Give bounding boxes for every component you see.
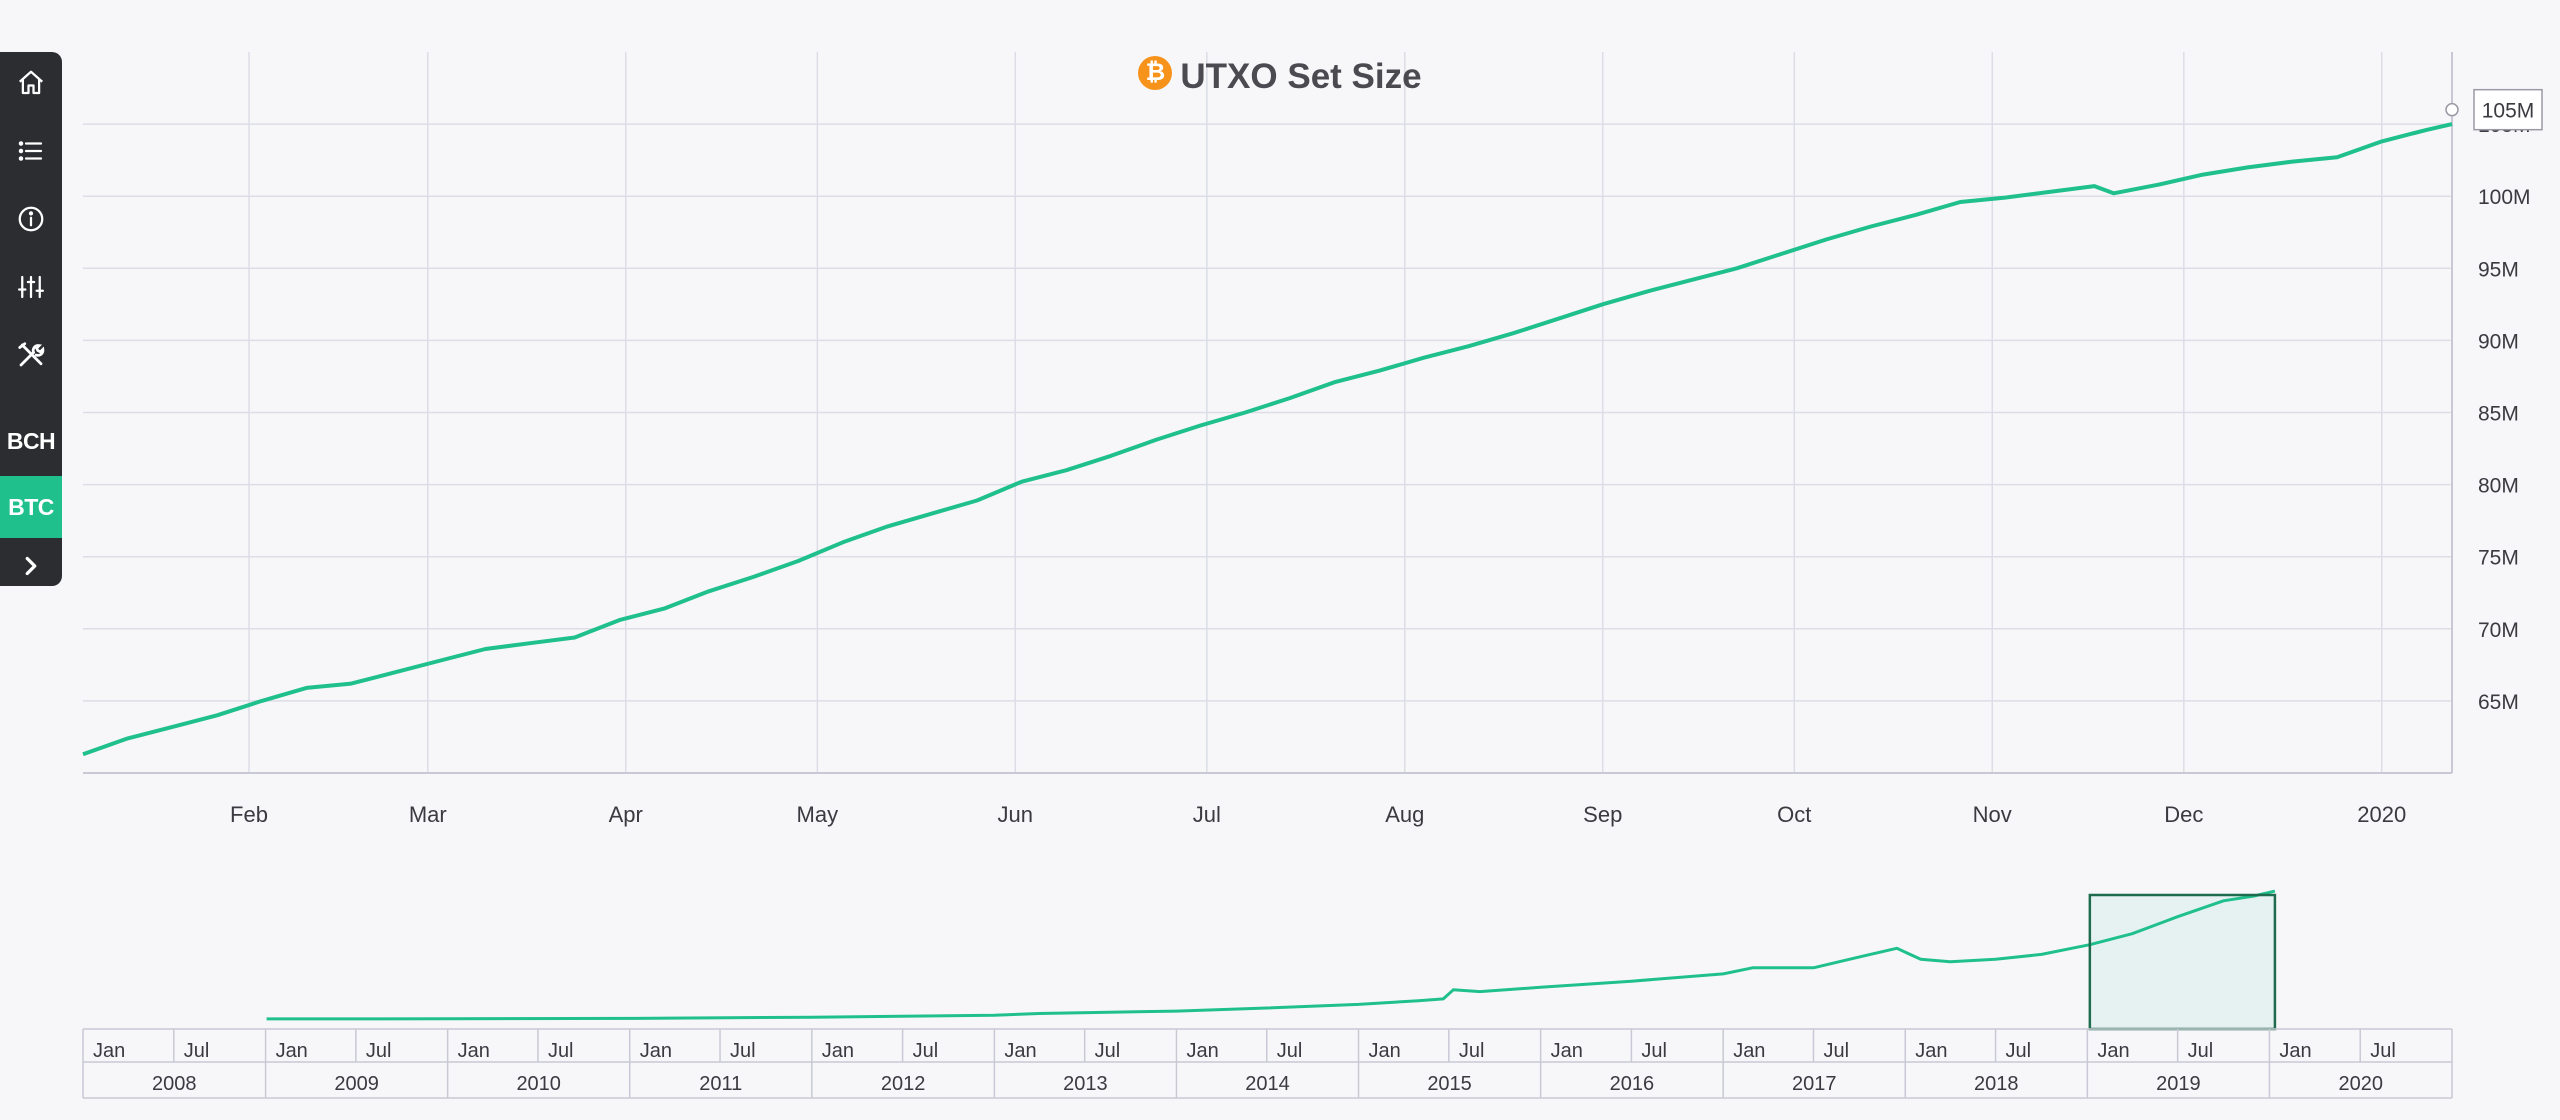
bitcoin-icon: ₿ <box>1138 56 1173 90</box>
navigator-month-label: Jan <box>1551 1040 1583 1062</box>
navigator-year-label: 2010 <box>516 1073 561 1095</box>
y-tick-label: 95M <box>2478 258 2519 281</box>
x-tick-label: Mar <box>409 802 447 827</box>
navigator-year-label: 2013 <box>1063 1073 1108 1095</box>
sliders-icon <box>18 275 44 299</box>
info-icon <box>18 206 44 232</box>
navigator-month-label: Jul <box>2370 1040 2396 1062</box>
x-tick-label: Feb <box>230 802 268 827</box>
crosshair-marker <box>2445 102 2459 117</box>
y-tick-label: 100M <box>2478 186 2531 209</box>
coin-bch-button[interactable]: BCH <box>0 410 62 472</box>
series-line <box>82 122 2453 757</box>
sidebar-item-home[interactable] <box>0 52 62 114</box>
x-tick-label: Sep <box>1583 802 1622 827</box>
x-tick-label: Dec <box>2164 802 2203 827</box>
navigator-month-label: Jul <box>1459 1040 1485 1062</box>
navigator-year-label: 2008 <box>152 1073 197 1095</box>
navigator-month-label: Jan <box>1186 1040 1218 1062</box>
tools-icon <box>18 342 45 367</box>
x-tick-label: Oct <box>1777 802 1811 827</box>
navigator-year-label: 2020 <box>2338 1073 2383 1095</box>
y-tick-label: 65M <box>2478 691 2519 714</box>
x-tick-label: Nov <box>1973 802 2012 827</box>
y-tick-label: 80M <box>2478 475 2519 498</box>
chart-title: UTXO Set Size <box>1180 57 1422 96</box>
sidebar-expand-button[interactable] <box>0 536 62 596</box>
navigator-month-label: Jul <box>2188 1040 2214 1062</box>
y-tick-label: 70M <box>2478 619 2519 642</box>
x-tick-label: Aug <box>1385 802 1424 827</box>
x-tick-label: 2020 <box>2357 802 2406 827</box>
navigator-year-label: 2015 <box>1427 1073 1472 1095</box>
navigator-year-label: 2014 <box>1245 1073 1290 1095</box>
navigator-month-label: Jan <box>822 1040 854 1062</box>
coin-bch-label: BCH <box>6 427 56 454</box>
y-tick-labels: 65M70M75M80M85M90M95M100M105M <box>2478 114 2531 714</box>
navigator-month-label: Jan <box>458 1040 490 1062</box>
navigator-month-label: Jan <box>1004 1040 1036 1062</box>
navigator-year-label: 2012 <box>881 1073 926 1095</box>
list-icon <box>18 141 43 161</box>
chart-title-wrap: ₿ UTXO Set Size <box>0 52 2560 102</box>
sidebar-item-tools[interactable] <box>0 324 62 386</box>
navigator-month-label: Jan <box>1915 1040 1947 1062</box>
crosshair-label-text: 105M <box>2482 100 2535 123</box>
navigator-month-label: Jul <box>366 1040 392 1062</box>
crosshair-label: 105M <box>2445 88 2543 131</box>
navigator-month-label: Jan <box>1733 1040 1765 1062</box>
crosshair-label-box <box>2473 88 2543 131</box>
navigator-month-label: Jul <box>2006 1040 2032 1062</box>
navigator-month-label: Jul <box>548 1040 574 1062</box>
navigator-year-label: 2017 <box>1792 1073 1837 1095</box>
navigator-month-label: Jan <box>640 1040 672 1062</box>
chevron-right-icon <box>25 556 37 576</box>
y-gridlines <box>83 123 2452 702</box>
navigator-ticks: Jan Jul Jan Jul Jan Jul Jan Jul Jan Jul Jan Jul Jan J… <box>82 1029 2453 1098</box>
navigator-selection-window[interactable] <box>2088 893 2277 1031</box>
x-tick-label: May <box>797 802 839 827</box>
coin-btc-button[interactable]: BTC <box>0 476 62 538</box>
navigator-year-label: 2018 <box>1974 1073 2019 1095</box>
navigator-month-label: Jul <box>730 1040 756 1062</box>
sidebar-item-settings[interactable] <box>0 256 62 318</box>
x-tick-labels: Feb Mar Apr May Jun Jul Aug Sep Oct Nov Dec 2020 <box>230 802 2406 827</box>
navigator-month-label: Jul <box>1823 1040 1849 1062</box>
home-icon <box>19 70 43 95</box>
navigator-month-label: Jan <box>1369 1040 1401 1062</box>
y-tick-label: 85M <box>2478 403 2519 426</box>
navigator-year-label: 2019 <box>2156 1073 2201 1095</box>
x-gridlines <box>248 52 2383 773</box>
sidebar-item-list[interactable] <box>0 120 62 182</box>
navigator-month-label: Jan <box>93 1040 125 1062</box>
x-tick-label: Apr <box>609 802 643 827</box>
navigator-month-label: Jul <box>1641 1040 1667 1062</box>
navigator-month-label: Jan <box>2279 1040 2311 1062</box>
sidebar: BCH BTC <box>0 52 62 586</box>
navigator-year-label: 2011 <box>699 1073 742 1095</box>
navigator-year-label: 2009 <box>334 1073 379 1095</box>
navigator[interactable]: Jan Jul Jan Jul Jan Jul Jan Jul Jan Jul Jan Jul Jan J… <box>82 889 2453 1099</box>
x-tick-label: Jul <box>1193 802 1221 827</box>
navigator-month-label: Jul <box>1277 1040 1303 1062</box>
y-tick-label: 75M <box>2478 547 2519 570</box>
x-tick-label: Jun <box>998 802 1033 827</box>
navigator-series-line <box>266 889 2276 1021</box>
sidebar-item-info[interactable] <box>0 188 62 250</box>
navigator-month-label: Jul <box>913 1040 939 1062</box>
navigator-month-label: Jan <box>276 1040 308 1062</box>
coin-btc-label: BTC <box>8 493 54 520</box>
navigator-year-label: 2016 <box>1610 1073 1655 1095</box>
navigator-month-label: Jul <box>184 1040 210 1062</box>
navigator-month-label: Jul <box>1095 1040 1121 1062</box>
y-tick-label: 90M <box>2478 330 2519 353</box>
navigator-month-label: Jan <box>2097 1040 2129 1062</box>
